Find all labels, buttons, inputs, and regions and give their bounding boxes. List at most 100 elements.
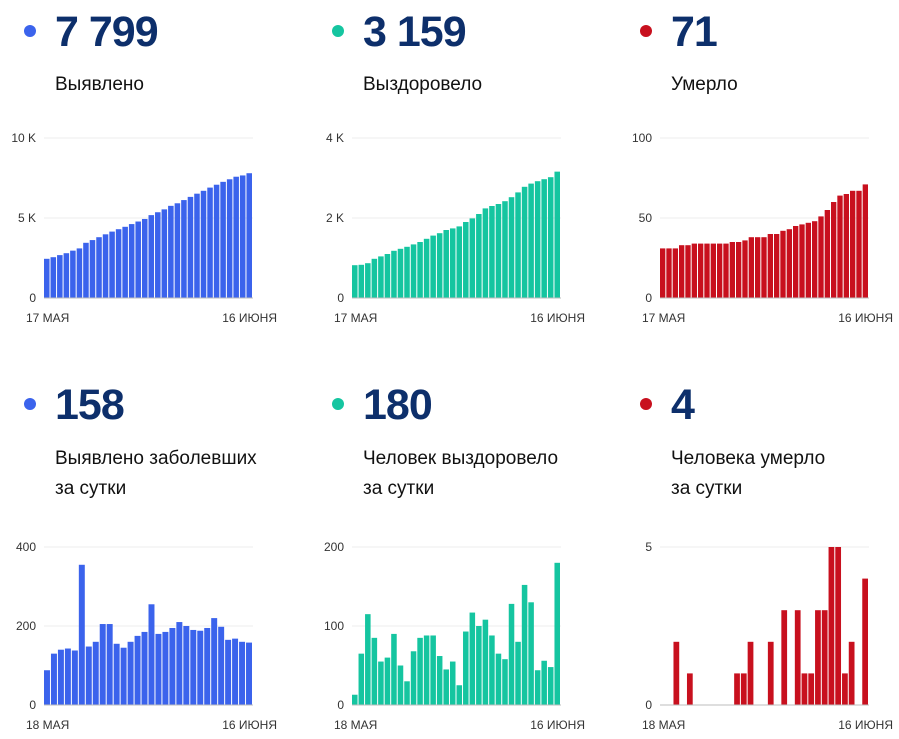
bar xyxy=(495,204,502,298)
stat-value: 180 xyxy=(363,381,433,429)
bar xyxy=(502,201,508,298)
bar xyxy=(113,643,120,705)
bar xyxy=(815,610,821,705)
bar xyxy=(71,650,78,705)
bar xyxy=(92,641,99,705)
y-tick-label: 0 xyxy=(645,291,652,305)
bar xyxy=(120,647,127,705)
y-tick-label: 0 xyxy=(29,291,36,305)
y-tick-label: 200 xyxy=(16,619,36,633)
x-tick-label-start: 17 МАЯ xyxy=(26,311,69,325)
bar xyxy=(50,257,57,298)
bar xyxy=(371,258,378,298)
bar xyxy=(818,216,824,298)
bar xyxy=(430,635,436,705)
bar xyxy=(169,627,176,705)
stat-label: Человека умерло за сутки xyxy=(671,444,825,504)
bar xyxy=(85,646,92,705)
bar xyxy=(417,637,423,705)
bar xyxy=(729,242,735,298)
bar xyxy=(218,626,225,705)
bar xyxy=(489,635,495,705)
bar xyxy=(808,673,815,705)
stat-label-line: Умерло xyxy=(671,74,738,95)
bar xyxy=(736,242,742,298)
bar xyxy=(410,651,417,705)
bar xyxy=(742,240,748,298)
y-tick-label: 5 xyxy=(645,540,652,554)
series-dot xyxy=(640,25,652,37)
bar xyxy=(740,673,747,705)
bar xyxy=(534,181,541,298)
bar xyxy=(148,604,155,705)
bar xyxy=(482,208,489,298)
bar xyxy=(194,193,200,298)
bar-chart: 0 100 200 18 МАЯ 16 ИЮНЯ xyxy=(324,540,585,732)
bar xyxy=(220,181,226,298)
stat-label-line: Выявлено xyxy=(55,74,144,95)
bar xyxy=(812,221,818,298)
bar xyxy=(410,244,417,298)
bar xyxy=(547,177,554,298)
bar-chart: 0 200 400 18 МАЯ 16 ИЮНЯ xyxy=(16,540,277,732)
y-tick-label: 0 xyxy=(645,698,652,712)
x-tick-label-end: 16 ИЮНЯ xyxy=(222,311,277,325)
bar xyxy=(162,631,169,705)
bar xyxy=(200,190,207,298)
bar xyxy=(365,263,371,298)
stat-label: Человек выздоровело за сутки xyxy=(363,444,558,504)
bar xyxy=(115,229,122,298)
stat-value: 3 159 xyxy=(363,8,467,56)
bar xyxy=(767,234,773,298)
stat-label: Выявлено заболевших за сутки xyxy=(55,444,257,504)
x-tick-label-end: 16 ИЮНЯ xyxy=(530,311,585,325)
bar xyxy=(187,196,194,298)
stat-label: Выявлено xyxy=(55,70,144,100)
bar xyxy=(781,610,788,705)
bar xyxy=(508,603,515,705)
y-tick-label: 50 xyxy=(639,211,653,225)
bar xyxy=(786,229,792,298)
bar xyxy=(436,656,443,705)
bar xyxy=(134,635,141,706)
bar xyxy=(848,641,855,705)
series-dot xyxy=(640,398,652,410)
bar xyxy=(378,256,384,298)
bar xyxy=(176,622,183,705)
bar xyxy=(384,254,391,298)
bar xyxy=(515,641,521,705)
bar xyxy=(443,669,449,705)
bar xyxy=(213,184,220,298)
bar xyxy=(801,673,808,705)
bar xyxy=(469,218,476,298)
bar xyxy=(57,649,64,705)
bar xyxy=(747,641,754,705)
bar xyxy=(232,638,239,705)
bar xyxy=(225,639,232,705)
bar xyxy=(190,629,197,705)
bar xyxy=(106,624,113,705)
bar xyxy=(371,637,378,705)
stat-label-line: Человек выздоровело xyxy=(363,448,559,469)
bar xyxy=(862,578,868,705)
bar xyxy=(541,179,547,298)
bar xyxy=(44,670,50,705)
bar xyxy=(127,641,134,705)
stat-label-line: Выздоровело xyxy=(363,74,483,95)
bar xyxy=(181,200,187,298)
bar xyxy=(161,209,168,298)
bar xyxy=(850,190,856,298)
bar xyxy=(352,694,358,705)
bar xyxy=(679,245,685,298)
bar xyxy=(463,222,469,298)
bar xyxy=(554,171,560,298)
bar xyxy=(168,205,174,298)
stat-label-line: за сутки xyxy=(671,478,743,499)
bar xyxy=(89,240,96,298)
bar xyxy=(358,264,365,298)
bar xyxy=(723,243,729,298)
y-tick-label: 10 K xyxy=(11,131,36,145)
bar xyxy=(141,631,148,705)
bar xyxy=(831,202,837,298)
bar xyxy=(423,635,430,705)
